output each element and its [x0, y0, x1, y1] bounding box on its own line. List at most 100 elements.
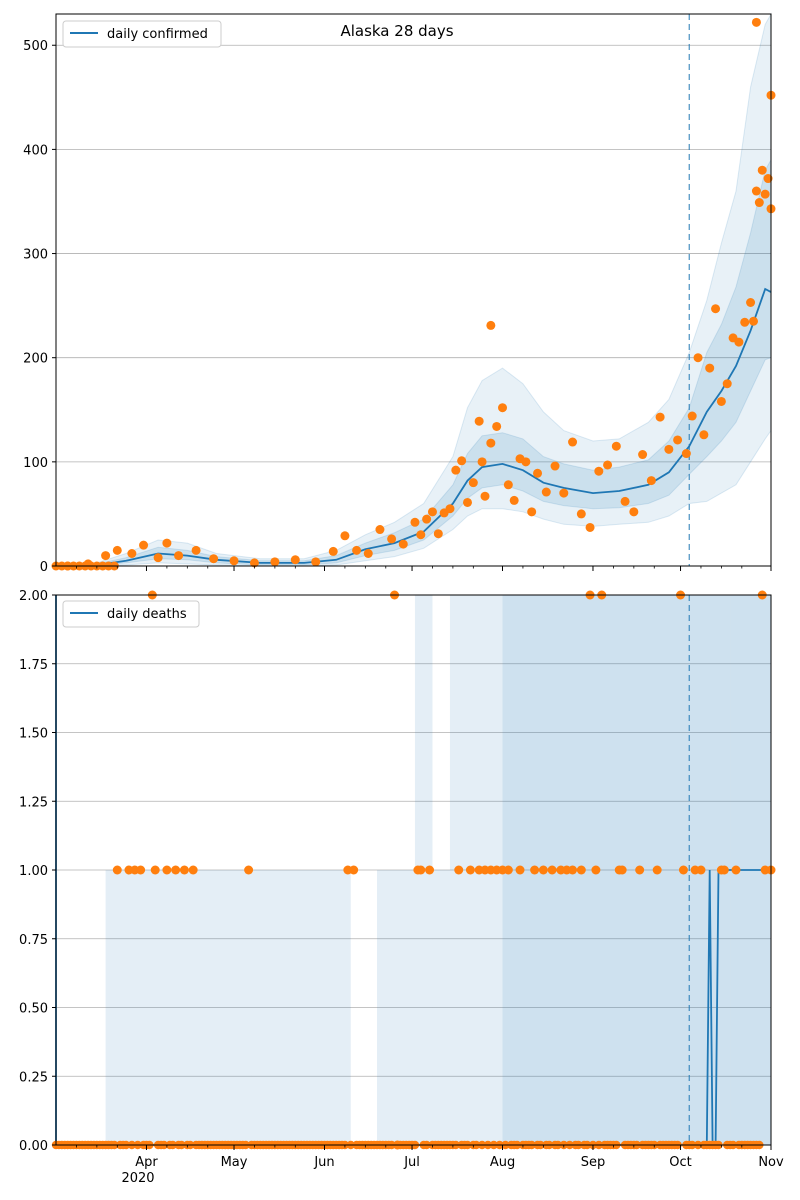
- top-data-point: [620, 496, 630, 506]
- top-data-point: [594, 466, 604, 476]
- bottom-data-point: [576, 865, 586, 875]
- bottom-legend-box: [62, 600, 200, 628]
- top-data-point: [457, 456, 467, 466]
- bottom-ytick-label: 0.75: [19, 933, 48, 948]
- bottom-data-point: [349, 865, 359, 875]
- top-ytick-label: 100: [23, 456, 48, 471]
- bottom-data-point: [244, 865, 254, 875]
- top-data-point: [433, 529, 443, 539]
- bottom-xtick-label: Aug: [490, 1155, 515, 1170]
- bottom-data-point: [454, 865, 464, 875]
- top-axes-frame: [55, 13, 772, 567]
- top-data-point: [311, 557, 321, 567]
- top-data-point: [229, 556, 239, 566]
- top-data-point: [559, 488, 569, 498]
- bottom-data-point: [696, 865, 706, 875]
- bottom-data-point: [179, 865, 189, 875]
- top-data-point: [629, 507, 639, 517]
- top-data-point: [527, 507, 537, 517]
- top-data-point: [603, 460, 613, 470]
- bottom-data-point: [465, 865, 475, 875]
- bottom-ytick-label: 0.00: [19, 1139, 48, 1154]
- top-data-point: [162, 538, 172, 548]
- top-data-point: [503, 480, 513, 490]
- bottom-band-region: [251, 870, 351, 1145]
- top-ytick-label: 300: [23, 248, 48, 263]
- top-data-point: [533, 468, 543, 478]
- top-data-point: [387, 534, 397, 544]
- top-panel: 0 100 200 300 400 500 Alaska 28 days daily co…: [23, 12, 776, 575]
- top-data-point: [174, 551, 184, 561]
- top-data-point: [101, 551, 111, 561]
- bottom-data-point: [591, 865, 601, 875]
- bottom-xtick-label: Oct: [669, 1155, 691, 1170]
- bottom-data-point: [188, 865, 198, 875]
- bottom-band-region: [213, 870, 252, 1145]
- top-legend: daily confirmed: [62, 20, 222, 48]
- top-data-point: [664, 444, 674, 454]
- bottom-legend-label: daily deaths: [107, 607, 187, 622]
- top-data-point: [477, 457, 487, 467]
- bottom-ytick-label: 1.50: [19, 727, 48, 742]
- top-data-point: [734, 337, 744, 347]
- top-data-point: [711, 304, 721, 314]
- bottom-data-point: [652, 865, 662, 875]
- bottom-data-point: [719, 865, 729, 875]
- top-data-point: [127, 549, 137, 559]
- top-data-point: [681, 449, 691, 459]
- top-data-point: [509, 495, 519, 505]
- top-data-point: [462, 497, 472, 507]
- top-data-point: [576, 509, 586, 519]
- top-data-point: [290, 555, 300, 565]
- top-yticks: 0 100 200 300 400 500: [23, 39, 56, 575]
- bottom-data-point: [112, 865, 122, 875]
- top-data-point: [340, 531, 350, 541]
- bottom-band-region: [432, 870, 450, 1145]
- top-legend-label: daily confirmed: [107, 27, 208, 42]
- top-data-point: [486, 320, 496, 330]
- top-ytick-label: 400: [23, 143, 48, 158]
- bottom-band-region: [377, 870, 415, 1145]
- top-data-point: [445, 504, 455, 514]
- top-data-point: [427, 507, 437, 517]
- bottom-data-point: [617, 865, 627, 875]
- top-data-point: [468, 478, 478, 488]
- bottom-yticks: 0.00 0.25 0.50 0.75 1.00 1.25 1.50 1.75 2.00: [19, 589, 56, 1154]
- top-data-point: [751, 186, 761, 196]
- top-data-point: [760, 189, 770, 199]
- top-data-point: [486, 438, 496, 448]
- bottom-xticks: Apr May Jun Jul Aug Sep Oct Nov: [76, 1145, 784, 1170]
- bottom-data-point: [678, 865, 688, 875]
- top-data-point: [541, 487, 551, 497]
- bottom-band-region: [161, 870, 214, 1145]
- top-data-point: [699, 430, 709, 440]
- bottom-ytick-label: 0.50: [19, 1002, 48, 1017]
- bottom-xtick-label: Nov: [758, 1155, 784, 1170]
- top-data-point: [521, 457, 531, 467]
- bottom-xtick-label: May: [221, 1155, 248, 1170]
- top-legend-box: [62, 20, 222, 48]
- bottom-panel: 0.00 0.25 0.50 0.75 1.00 1.25 1.50 1.75 2.00 Apr…: [19, 589, 784, 1186]
- top-data-point: [363, 549, 373, 559]
- top-data-point: [451, 465, 461, 475]
- top-data-point: [375, 525, 385, 535]
- top-data-point: [550, 461, 560, 471]
- top-data-point: [693, 353, 703, 363]
- top-data-point: [112, 545, 122, 555]
- top-ytick-label: 200: [23, 352, 48, 367]
- bottom-data-point: [568, 865, 578, 875]
- bottom-ytick-label: 1.00: [19, 864, 48, 879]
- top-data-point: [191, 545, 201, 555]
- top-data-point: [751, 17, 761, 27]
- top-data-point: [757, 165, 767, 175]
- bottom-data-point: [136, 865, 146, 875]
- top-data-point: [655, 412, 665, 422]
- bottom-xtick-label: Sep: [581, 1155, 606, 1170]
- bottom-xtick-label: Jul: [403, 1155, 420, 1170]
- top-data-point: [722, 379, 732, 389]
- bottom-ytick-label: 1.25: [19, 795, 48, 810]
- top-data-point: [352, 545, 362, 555]
